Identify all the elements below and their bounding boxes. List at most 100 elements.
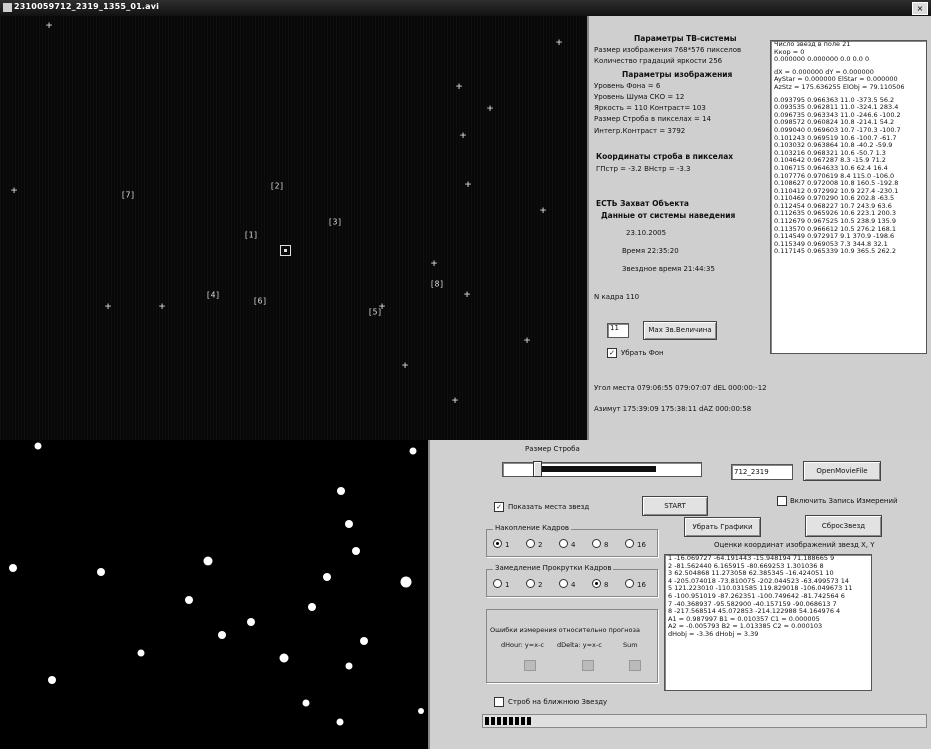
star-dot — [400, 576, 412, 588]
star-cross-icon: + — [158, 299, 166, 313]
movie-file-field[interactable]: 712_2319 — [731, 464, 793, 480]
stats-line: 0.112454 0.968227 10.7 243.9 63.6 — [774, 201, 892, 210]
remove-background-checkbox[interactable]: ✓ — [607, 348, 617, 358]
estimate-line: 8 -217.568514 45.072853 -214.122988 54.1… — [668, 607, 841, 616]
stats-line: Число звезд в поле 21 — [774, 40, 851, 48]
slow-radio-16[interactable]: 16 — [625, 579, 646, 589]
strobe-size-slider[interactable] — [502, 461, 702, 477]
tv-system-header: Параметры ТВ-системы — [634, 34, 737, 43]
stats-line: 0.110412 0.972992 10.9 227.4 -230.1 — [774, 186, 899, 195]
progress-fill — [485, 717, 533, 725]
record-measurements-label: Включить Запись Измерений — [790, 497, 898, 505]
start-button[interactable]: START — [642, 496, 708, 516]
open-movie-button[interactable]: OpenMovieFile — [803, 461, 881, 481]
slow-radio-4[interactable]: 4 — [559, 579, 575, 589]
stats-line: 0.112635 0.965926 10.6 223.1 200.3 — [774, 209, 896, 218]
slow-radio-8[interactable]: 8 — [592, 579, 608, 589]
accum-radio-8[interactable]: 8 — [592, 539, 608, 549]
star-marker: [2] — [269, 181, 285, 191]
gradations-text: Количество градаций яркости 256 — [594, 57, 723, 65]
window-title: 2310059712_2319_1355_01.avi — [14, 2, 160, 11]
noise-level-text: Уровень Шума СКО = 12 — [594, 93, 685, 101]
progress-bar — [482, 714, 927, 728]
stats-line: 0.117145 0.965339 10.9 365.5 262.2 — [774, 247, 896, 256]
accum-radio-4[interactable]: 4 — [559, 539, 575, 549]
star-cross-icon: + — [523, 333, 531, 347]
stats-line: 0.103216 0.968321 10.6 -50.7 1.3 — [774, 148, 886, 157]
stats-line: 0.103032 0.963864 10.8 -40.2 -59.9 — [774, 141, 893, 150]
star-dot — [302, 699, 310, 707]
star-dot — [97, 568, 105, 576]
star-dot — [345, 520, 353, 528]
estimates-list[interactable]: 1 -16.069727 -64.191443 -15.948194 71.18… — [664, 554, 872, 691]
time-text: Время 22:35:20 — [622, 247, 679, 255]
image-params-header: Параметры изображения — [622, 70, 733, 79]
remove-background-label: Убрать Фон — [621, 349, 664, 357]
star-cross-icon: + — [539, 203, 547, 217]
estimate-title: Оценки координат изображений звезд X, Y — [714, 541, 875, 549]
frame-accumulation-group: Накопление Кадров 1 2 4 8 16 — [486, 524, 658, 557]
star-stats-list[interactable]: Число звезд в поле 21 Ккор = 0 0.000000 0.… — [770, 40, 927, 354]
stats-line: 0.106715 0.964633 10.6 62.4 16.4 — [774, 163, 888, 172]
stats-line: 0.114549 0.972917 9.1 370.9 -198.6 — [774, 232, 895, 241]
bg-level-text: Уровень Фона = 6 — [594, 82, 661, 90]
close-button[interactable]: × — [912, 2, 928, 15]
star-cross-icon: + — [464, 177, 472, 191]
app-icon — [3, 3, 12, 12]
star-cross-icon: + — [10, 183, 18, 197]
estimate-line: 4 -205.074018 -73.810075 -202.044523 -63… — [668, 576, 849, 585]
star-marker: [8] — [429, 279, 445, 289]
accum-radio-16[interactable]: 16 — [625, 539, 646, 549]
star-marker: [1] — [243, 230, 259, 240]
integ-contrast-text: Интегр.Контраст = 3792 — [594, 127, 686, 135]
accum-radio-1[interactable]: 1 — [493, 539, 509, 549]
star-dot — [352, 547, 360, 555]
max-magnitude-button[interactable]: Мах Зв.Величина — [643, 321, 717, 340]
error-indicator-dhour — [524, 660, 536, 671]
star-dot — [336, 718, 344, 726]
reset-stars-button[interactable]: СбросЗвезд — [805, 515, 882, 537]
target-strobe-box — [280, 245, 291, 256]
strobe-slider-thumb[interactable] — [533, 461, 542, 477]
record-measurements-checkbox[interactable] — [777, 496, 787, 506]
star-marker: [6] — [252, 296, 268, 306]
stats-line: AzStz = 175.636255 ElObj = 79.110506 — [774, 82, 905, 91]
max-magnitude-field[interactable]: 11 — [607, 323, 629, 338]
star-cross-icon: + — [45, 18, 53, 32]
star-dot — [360, 637, 368, 645]
slow-radio-2[interactable]: 2 — [526, 579, 542, 589]
frame-number-text: N кадра 110 — [594, 293, 640, 301]
estimate-line: 5 121.223010 -110.031585 119.829018 -106… — [668, 584, 853, 593]
accum-radio-2[interactable]: 2 — [526, 539, 542, 549]
star-dot — [48, 676, 56, 684]
star-dot — [337, 487, 345, 495]
slow-radio-1[interactable]: 1 — [493, 579, 509, 589]
stats-line: 0.115349 0.969053 7.3 344.8 32.1 — [774, 239, 888, 248]
strobe-nearest-star-label: Строб на ближнюю Звезду — [508, 698, 608, 706]
sidereal-time-text: Звездное время 21:44:35 — [622, 265, 715, 273]
stats-line: 0.101243 0.969519 10.6 -100.7 -61.7 — [774, 133, 897, 142]
estimate-line: 7 -40.368937 -95.582900 -40.157159 -90.0… — [668, 599, 837, 608]
show-stars-checkbox[interactable]: ✓ — [494, 502, 504, 512]
clear-graphs-button[interactable]: Убрать Графики — [684, 517, 761, 537]
stats-line: 0.108627 0.972008 10.8 160.5 -192.8 — [774, 179, 899, 188]
star-dot — [409, 447, 417, 455]
star-dot — [137, 649, 145, 657]
estimate-line: dHobj = -3.36 dHobj = 3.39 — [668, 629, 759, 638]
parameters-panel: Параметры ТВ-системы Размер изображения … — [587, 16, 931, 440]
playback-slowdown-group: Замедление Прокрутки Кадров 1 2 4 8 16 — [486, 564, 658, 597]
strobe-slider-fill — [539, 466, 656, 472]
star-dot — [308, 603, 316, 611]
estimate-line: 1 -16.069727 -64.191443 -15.948194 71.18… — [668, 554, 835, 562]
stats-line: 0.113570 0.966612 10.5 276.2 168.1 — [774, 224, 896, 233]
stats-line: 0.098572 0.960824 10.8 -214.1 54.2 — [774, 118, 895, 127]
star-dot — [218, 631, 226, 639]
stats-line: 0.096735 0.963343 11.0 -246.6 -100.2 — [774, 110, 901, 119]
strobe-nearest-star-checkbox[interactable] — [494, 697, 504, 707]
stats-line: 0.000000 0.000000 0.0 0.0 0 — [774, 55, 870, 64]
star-marker: [3] — [327, 217, 343, 227]
star-cross-icon: + — [555, 35, 563, 49]
strobe-coords-header: Координаты строба в пикселах — [596, 152, 734, 161]
star-dot — [203, 556, 213, 566]
star-field-view[interactable]: + + + + + + + + + + + + + + + + [7] [2] [3] [1] [4] [6]… — [0, 16, 587, 440]
